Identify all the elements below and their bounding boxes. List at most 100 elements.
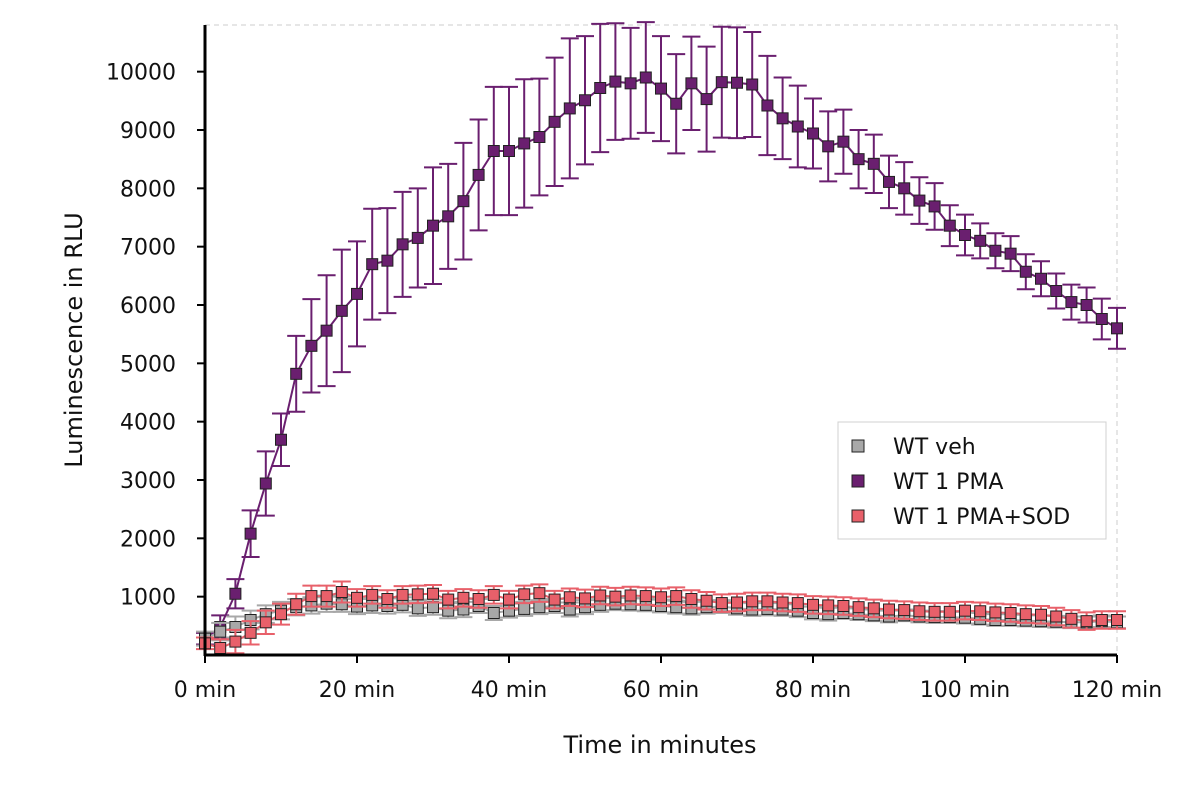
data-point <box>685 77 698 90</box>
data-point <box>396 588 409 601</box>
data-point <box>229 635 242 648</box>
y-tick-label: 2000 <box>120 527 176 552</box>
legend-marker <box>851 509 865 523</box>
data-point <box>898 604 911 617</box>
x-tick-label: 80 min <box>775 678 851 703</box>
data-point <box>335 304 348 317</box>
data-point <box>442 210 455 223</box>
x-tick-label: 0 min <box>174 678 236 703</box>
data-point <box>320 324 333 337</box>
x-tick-label: 40 min <box>471 678 547 703</box>
ticks-layer: 0 min 20 min 40 min 60 min 80 min 100 min 120 … <box>106 61 1162 703</box>
data-point <box>259 616 272 629</box>
data-point <box>883 603 895 616</box>
y-tick-label: 1000 <box>120 586 176 611</box>
data-point <box>533 587 546 600</box>
data-point <box>822 599 835 612</box>
data-point <box>579 94 591 107</box>
y-tick-label: 6000 <box>120 294 176 319</box>
data-point <box>351 591 363 604</box>
data-point <box>305 339 318 352</box>
data-point <box>624 589 637 602</box>
data-point <box>700 93 713 106</box>
data-point <box>700 594 713 607</box>
data-point <box>1065 612 1078 625</box>
data-point <box>1050 285 1063 297</box>
data-point <box>852 601 865 614</box>
data-point <box>609 75 622 88</box>
data-point <box>715 76 728 89</box>
data-point <box>1095 313 1108 325</box>
data-point <box>518 137 531 150</box>
data-point <box>548 593 561 606</box>
data-point <box>366 588 379 601</box>
data-point <box>320 590 333 603</box>
data-point <box>867 602 880 615</box>
data-point <box>1035 608 1047 621</box>
data-point <box>229 587 242 600</box>
y-tick-label: 8000 <box>120 177 176 202</box>
data-point <box>427 587 439 600</box>
data-point <box>244 527 257 540</box>
data-point <box>959 229 971 241</box>
data-point <box>852 153 865 166</box>
data-point <box>807 598 819 611</box>
data-point <box>959 604 971 617</box>
data-point <box>290 367 303 380</box>
data-point <box>974 234 987 247</box>
series-wt-1-pma-sod <box>196 580 1126 656</box>
data-point <box>731 76 743 89</box>
data-point <box>533 601 546 614</box>
legend-marker <box>851 474 865 488</box>
y-tick-label: 10000 <box>106 61 176 86</box>
data-point <box>1019 608 1032 621</box>
data-point <box>1050 610 1063 623</box>
data-point <box>867 157 880 170</box>
data-point <box>776 596 789 609</box>
data-point <box>655 591 667 604</box>
data-point <box>1035 272 1047 285</box>
data-point <box>822 140 835 153</box>
data-point <box>807 127 819 140</box>
data-point <box>791 120 804 133</box>
data-point <box>381 254 394 267</box>
data-point <box>594 589 607 602</box>
data-point <box>472 593 485 605</box>
data-point <box>1019 265 1032 278</box>
data-point <box>898 182 911 195</box>
data-point <box>685 593 698 605</box>
data-point <box>259 477 272 490</box>
data-point <box>563 591 576 604</box>
data-point <box>518 588 531 601</box>
data-point <box>244 626 257 639</box>
data-point <box>548 115 561 128</box>
legend-marker <box>851 439 865 453</box>
data-point <box>487 607 500 619</box>
data-point <box>366 258 379 271</box>
data-point <box>943 219 956 232</box>
data-point <box>715 597 728 610</box>
x-tick-label: 20 min <box>319 678 395 703</box>
data-point <box>670 97 683 110</box>
data-point <box>472 168 485 181</box>
y-tick-label: 7000 <box>120 236 176 261</box>
x-axis-title: Time in minutes <box>562 731 756 759</box>
x-tick-label: 100 min <box>920 678 1010 703</box>
data-point <box>487 588 500 601</box>
data-point <box>335 586 348 598</box>
y-tick-label: 4000 <box>120 411 176 436</box>
data-point <box>928 605 941 618</box>
data-point <box>837 135 850 148</box>
data-point <box>411 231 424 244</box>
data-point <box>913 605 926 618</box>
data-point <box>639 590 652 603</box>
data-point <box>761 595 774 608</box>
series-wt-1-pma <box>196 21 1126 646</box>
data-point <box>989 244 1002 257</box>
data-point <box>731 596 743 609</box>
data-point <box>411 602 424 615</box>
legend-label: WT 1 PMA+SOD <box>893 505 1070 530</box>
y-axis-title: Luminescence in RLU <box>60 212 88 467</box>
x-tick-label: 120 min <box>1072 678 1162 703</box>
data-point <box>928 200 941 213</box>
